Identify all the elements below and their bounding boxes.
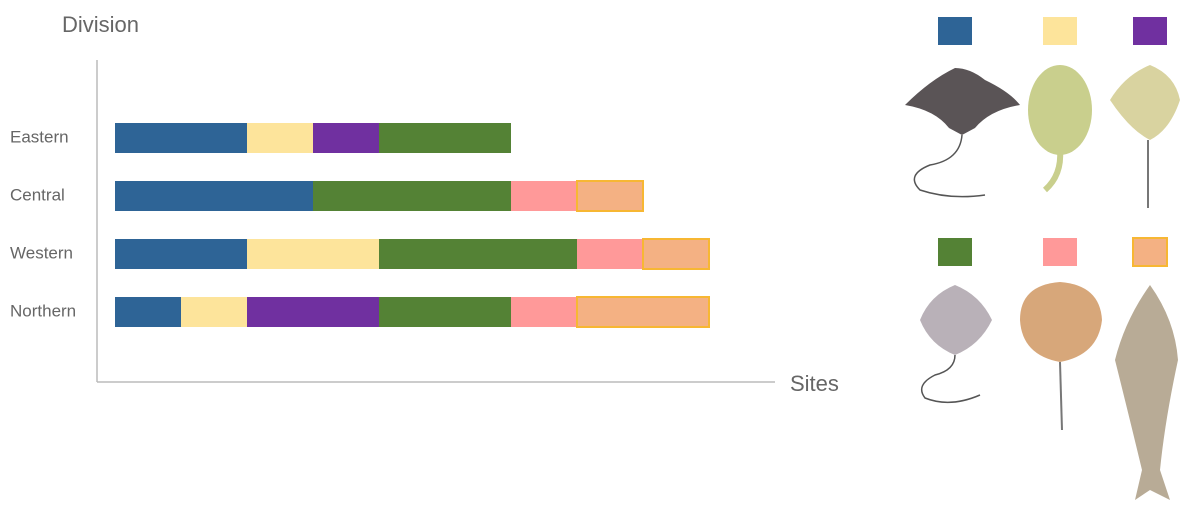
bar-segment [379,239,577,269]
legend-swatch [1043,238,1077,266]
legend-illustrations [905,65,1180,500]
y-axis-title: Division [62,12,139,37]
legend-swatch [1133,238,1167,266]
bar-segment [511,181,577,211]
bar-segment [247,239,379,269]
y-tick-label: Northern [10,301,76,320]
bar-segment [577,239,643,269]
bar-segment [115,181,313,211]
bar-segment [313,181,511,211]
legend-swatch [1133,17,1167,45]
bar-segment [643,239,709,269]
bar-segment [115,239,247,269]
y-tick-label: Central [10,185,65,204]
bar-segment [313,123,379,153]
y-tick-label: Eastern [10,127,69,146]
legend-swatch [938,238,972,266]
bar-segment [577,181,643,211]
bar-segment [181,297,247,327]
bar-segment [247,297,379,327]
legend-swatch [1043,17,1077,45]
bar-segment [577,297,709,327]
bar-segment [511,297,577,327]
bar-segment [247,123,313,153]
x-axis-title: Sites [790,371,839,396]
bar-segment [379,297,511,327]
chart: Division Sites Eastern Central Western Nort… [0,0,1181,507]
legend-swatch [938,17,972,45]
bar-segment [115,123,247,153]
bar-segment [379,123,511,153]
y-tick-label: Western [10,243,73,262]
bar-segment [115,297,181,327]
